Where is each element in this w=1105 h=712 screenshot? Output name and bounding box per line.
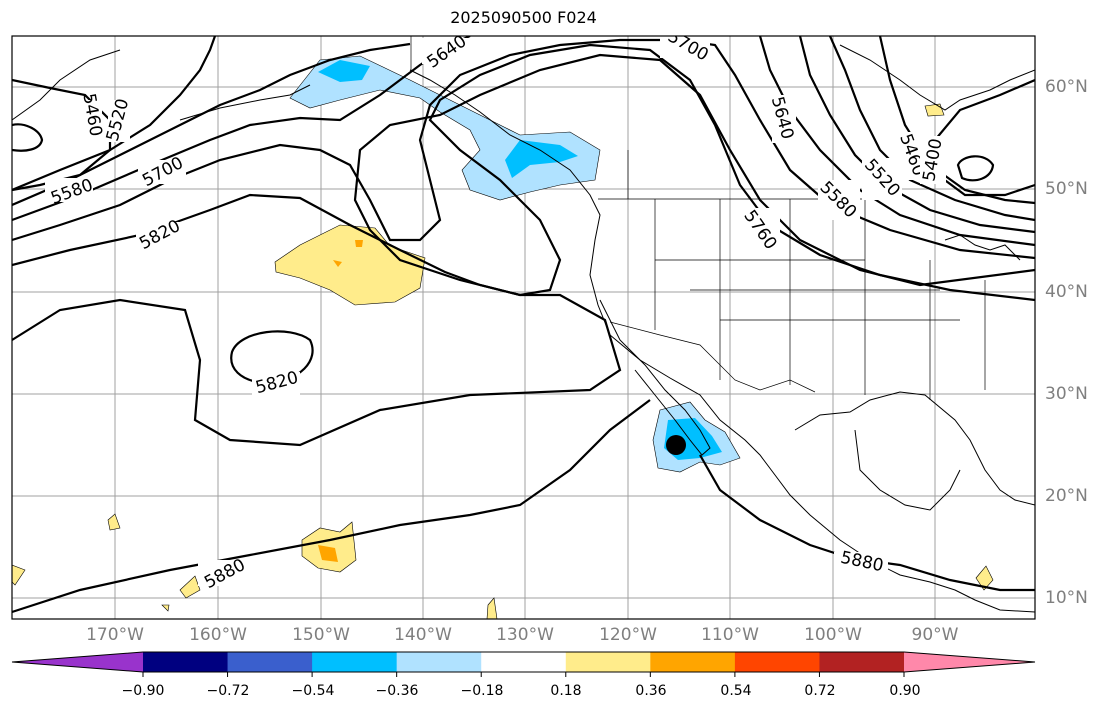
shade-alaska-dark <box>318 60 370 82</box>
colorbar-segment <box>734 652 820 672</box>
height-contours <box>12 36 1035 614</box>
lon-tick: 140°W <box>394 625 452 645</box>
colorbar-segment <box>312 652 398 672</box>
colorbar-extend-high <box>904 652 1035 672</box>
shade-pacific-pos <box>274 224 426 306</box>
lat-tick: 60°N <box>1045 77 1088 97</box>
yucatan-coast <box>854 429 961 511</box>
contour-5520-east <box>828 36 1035 222</box>
shade-pacific-pos-dark-2 <box>333 260 342 267</box>
colorbar-label: 0.36 <box>635 683 667 699</box>
lon-tick: 130°W <box>496 625 554 645</box>
contour-5700 <box>12 38 1035 260</box>
colorbar-extend-low <box>12 652 143 672</box>
lat-tick: 30°N <box>1045 384 1088 404</box>
lat-tick: 40°N <box>1045 282 1088 302</box>
colorbar-label: 0.54 <box>720 683 752 699</box>
lon-tick: 150°W <box>292 625 350 645</box>
colorbar-segment <box>143 652 229 672</box>
lon-tick: 120°W <box>599 625 657 645</box>
colorbar <box>11 651 1036 677</box>
colorbar-segment <box>650 652 736 672</box>
contour-5760 <box>12 43 1035 302</box>
lat-tick: 50°N <box>1045 179 1088 199</box>
hudson-coast <box>839 44 1035 111</box>
colorbar-label: −0.36 <box>375 683 419 699</box>
coastlines <box>12 44 1035 613</box>
contour-label-5700-n: 5700 <box>664 27 711 66</box>
north-america-coast <box>409 69 1035 613</box>
contour-5640-east <box>758 36 1035 247</box>
colorbar-segment <box>227 652 313 672</box>
greatlakes <box>944 234 1021 261</box>
map-frame <box>11 35 1036 620</box>
contour-low-east <box>956 155 995 182</box>
political-borders <box>410 36 986 400</box>
contour-low-west <box>12 123 44 152</box>
baja-coast <box>599 299 711 456</box>
lon-tick: 170°W <box>86 625 144 645</box>
contour-5880-south <box>12 399 651 614</box>
colorbar-segment <box>481 652 567 672</box>
colorbar-label: 0.90 <box>889 683 921 699</box>
gridlines <box>12 36 1035 619</box>
contour-5580 <box>12 42 411 207</box>
contour-label-5460-w: 5460 <box>78 92 105 138</box>
contour-label-5640-n: 5640 <box>424 31 471 72</box>
east-asia-coast <box>12 49 121 121</box>
colorbar-label: −0.72 <box>206 683 250 699</box>
contour-5820-closed <box>230 330 314 385</box>
map-title: 2025090500 F024 <box>450 8 597 27</box>
storm-marker <box>666 435 686 455</box>
contour-label-bg <box>82 100 102 128</box>
lon-tick: 160°W <box>189 625 247 645</box>
shade-alaska-dark-2 <box>505 140 578 178</box>
contour-5820-ring <box>12 53 1035 447</box>
colorbar-segment <box>819 652 905 672</box>
lat-tick: 20°N <box>1045 486 1088 506</box>
lon-tick: 100°W <box>804 625 862 645</box>
shade-pacific-pos-dark <box>355 240 363 247</box>
shaded-areas <box>12 55 994 619</box>
colorbar-segment <box>396 652 482 672</box>
colorbar-label: −0.54 <box>291 683 335 699</box>
colorbar-segment <box>565 652 651 672</box>
contour-labels: 5460 5520 5580 5700 5820 5820 5640 5700 … <box>45 27 947 593</box>
colorbar-label: −0.90 <box>121 683 165 699</box>
colorbar-label: 0.18 <box>550 683 582 699</box>
contour-label-5820-nw: 5820 <box>136 216 184 254</box>
lat-tick: 10°N <box>1045 588 1088 608</box>
colorbar-label: −0.18 <box>460 683 504 699</box>
colorbar-label: 0.72 <box>804 683 836 699</box>
lon-tick: 110°W <box>701 625 759 645</box>
gulf-coast <box>794 391 1035 506</box>
lon-tick: 90°W <box>911 625 959 645</box>
shade-hawaii-pos-dark <box>318 545 338 562</box>
contour-5520 <box>12 36 217 192</box>
